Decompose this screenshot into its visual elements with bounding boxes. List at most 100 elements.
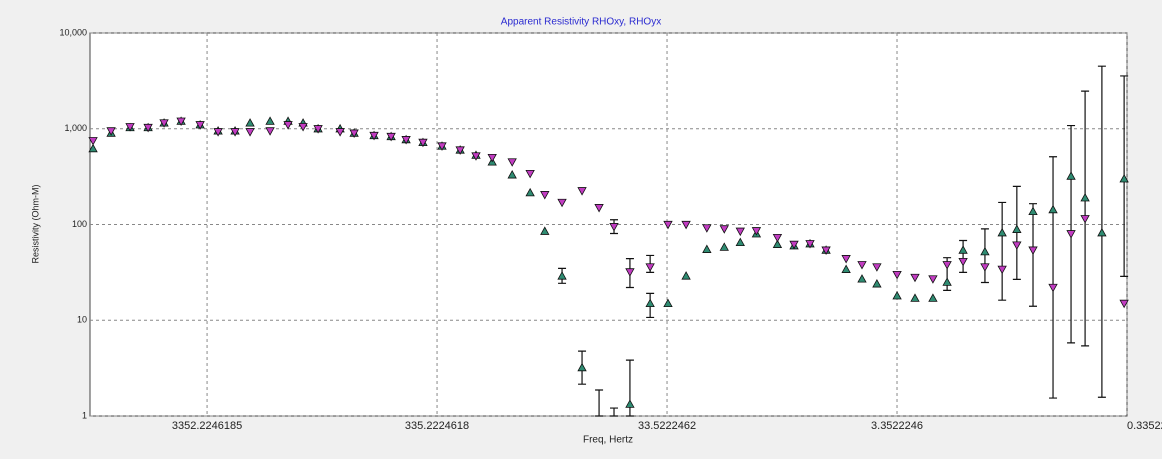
data-point xyxy=(841,264,851,273)
data-point xyxy=(1012,224,1022,233)
x-tick-label: 0.3352225 xyxy=(1127,420,1162,432)
data-point xyxy=(455,146,465,155)
data-point xyxy=(735,227,745,237)
data-point xyxy=(681,220,691,230)
data-point xyxy=(789,240,799,250)
data-point xyxy=(265,127,275,136)
data-point xyxy=(349,129,359,138)
data-point xyxy=(772,233,783,243)
data-point xyxy=(980,263,990,272)
data-point xyxy=(230,128,240,137)
y-tick-label: 10,000 xyxy=(59,27,87,37)
y-tick-label: 1,000 xyxy=(64,123,87,133)
y-tick-label: 10 xyxy=(77,315,87,325)
data-point xyxy=(557,198,567,208)
data-point xyxy=(1119,173,1129,183)
x-tick-label: 33.5222462 xyxy=(638,420,696,432)
y-tick-label: 1 xyxy=(82,410,87,420)
x-tick-label: 3352.2246185 xyxy=(172,420,242,432)
data-point xyxy=(1048,283,1058,293)
error-bar xyxy=(980,228,989,284)
x-axis-label: Freq, Hertz xyxy=(583,435,633,446)
y-axis-label: Resistivity (Ohm-M) xyxy=(30,185,40,264)
data-point xyxy=(609,223,619,232)
data-point xyxy=(159,119,169,128)
data-point xyxy=(386,132,396,142)
data-point xyxy=(507,170,517,179)
data-point xyxy=(540,226,550,235)
data-point xyxy=(910,293,920,302)
data-point xyxy=(1066,230,1076,239)
data-point xyxy=(507,158,517,167)
data-point xyxy=(702,224,712,233)
data-point xyxy=(663,298,673,307)
x-tick-label: 3.3522246 xyxy=(871,420,923,432)
error-bar xyxy=(1049,156,1058,399)
error-bar xyxy=(610,407,619,417)
data-point xyxy=(557,271,567,280)
data-point xyxy=(958,257,968,267)
data-point xyxy=(283,121,293,130)
data-point xyxy=(88,137,98,146)
data-point xyxy=(418,138,428,148)
data-point xyxy=(1119,299,1129,309)
data-point xyxy=(335,128,345,137)
data-point xyxy=(942,261,952,270)
data-point xyxy=(176,117,186,126)
data-point xyxy=(487,153,497,163)
data-point xyxy=(265,116,275,125)
data-point xyxy=(910,273,920,283)
data-point xyxy=(1028,206,1038,216)
data-point xyxy=(805,240,815,249)
data-point xyxy=(772,239,783,248)
data-point xyxy=(702,244,712,253)
data-point xyxy=(997,227,1007,237)
data-point xyxy=(525,187,535,197)
data-point xyxy=(841,255,851,264)
data-point xyxy=(645,298,655,307)
data-point xyxy=(751,227,762,236)
data-point xyxy=(1028,246,1038,255)
data-point xyxy=(735,237,745,247)
data-point xyxy=(645,263,655,272)
data-point xyxy=(663,220,673,230)
data-point xyxy=(857,274,867,283)
data-point xyxy=(625,399,635,408)
data-point xyxy=(928,275,938,284)
data-point xyxy=(143,123,153,133)
data-point xyxy=(821,246,831,255)
data-point xyxy=(88,143,98,153)
data-point xyxy=(892,290,902,300)
data-point xyxy=(245,118,255,127)
data-point xyxy=(106,127,116,136)
data-point xyxy=(1066,171,1076,180)
data-point xyxy=(997,265,1007,275)
data-point xyxy=(1097,227,1107,237)
data-point xyxy=(525,170,535,179)
data-point xyxy=(857,261,867,270)
data-point xyxy=(1080,192,1090,202)
data-point xyxy=(892,270,902,280)
data-point xyxy=(298,123,308,132)
data-point xyxy=(872,263,882,272)
data-point xyxy=(471,152,481,161)
data-point xyxy=(980,246,990,256)
data-point xyxy=(1012,241,1022,250)
data-point xyxy=(625,268,635,277)
chart-title: Apparent Resistivity RHOxy, RHOyx xyxy=(501,17,661,28)
y-tick-label: 100 xyxy=(72,219,87,229)
data-point xyxy=(437,142,447,151)
data-point xyxy=(719,225,729,234)
error-bar xyxy=(1029,203,1038,307)
data-point xyxy=(928,293,938,302)
data-point xyxy=(540,191,550,200)
x-tick-label: 335.2224618 xyxy=(405,420,469,432)
data-point xyxy=(958,245,968,254)
data-point xyxy=(577,362,587,372)
data-point xyxy=(401,136,411,145)
data-point xyxy=(213,128,223,137)
data-point xyxy=(594,204,604,213)
data-point xyxy=(942,277,952,286)
data-point xyxy=(125,123,135,132)
